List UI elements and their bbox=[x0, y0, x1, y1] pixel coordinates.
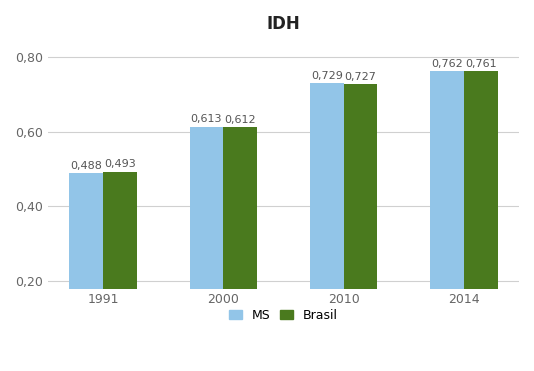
Text: 0,761: 0,761 bbox=[465, 59, 497, 69]
Bar bbox=[343, 84, 378, 289]
Bar bbox=[464, 72, 498, 289]
Title: IDH: IDH bbox=[266, 15, 300, 33]
Text: 0,762: 0,762 bbox=[431, 59, 463, 69]
Text: 0,613: 0,613 bbox=[191, 114, 222, 124]
Bar bbox=[190, 127, 223, 289]
Text: 0,729: 0,729 bbox=[311, 71, 343, 81]
Text: 0,612: 0,612 bbox=[224, 115, 256, 125]
Bar bbox=[223, 127, 257, 289]
Text: 0,488: 0,488 bbox=[70, 161, 102, 171]
Bar bbox=[103, 172, 137, 289]
Bar bbox=[430, 71, 464, 289]
Text: 0,727: 0,727 bbox=[344, 72, 376, 82]
Bar bbox=[69, 174, 103, 289]
Bar bbox=[310, 83, 343, 289]
Legend: MS, Brasil: MS, Brasil bbox=[224, 304, 343, 327]
Text: 0,493: 0,493 bbox=[104, 159, 136, 169]
